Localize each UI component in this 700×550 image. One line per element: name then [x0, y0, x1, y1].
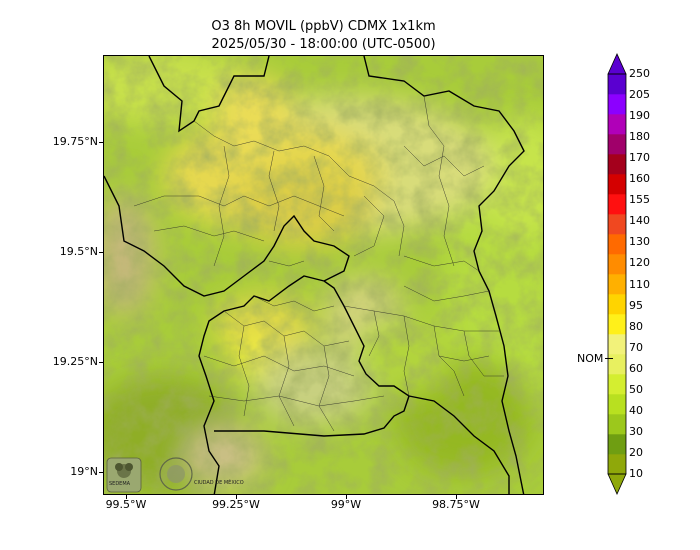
- y-tick-label: 19°N: [70, 465, 98, 478]
- colorbar-band: [608, 194, 626, 215]
- y-tick-label: 19.5°N: [59, 245, 98, 258]
- colorbar-tick-label: 10: [629, 467, 643, 480]
- y-tick-label: 19.25°N: [52, 355, 98, 368]
- colorbar-band: [608, 94, 626, 115]
- map-title: O3 8h MOVIL (ppbV) CDMX 1x1km: [211, 19, 436, 34]
- colorbar-tick-label: 20: [629, 445, 643, 459]
- colorbar-tick-label: 170: [629, 151, 650, 165]
- x-tick-mark: [236, 495, 237, 499]
- y-tick-label: 19.75°N: [52, 135, 98, 148]
- colorbar-band: [608, 374, 626, 395]
- sedema-logo-text: SEDEMA: [109, 481, 131, 487]
- x-tick-mark: [126, 495, 127, 499]
- colorbar-band: [608, 314, 626, 335]
- nom-label: NOM: [577, 352, 604, 365]
- y-tick-mark: [99, 252, 103, 253]
- colorbar-tick-label: 250: [629, 67, 650, 80]
- colorbar-tick-label: 50: [629, 382, 643, 396]
- map-subtitle: 2025/05/30 - 18:00:00 (UTC-0500): [211, 37, 436, 52]
- colorbar-band: [608, 294, 626, 315]
- colorbar-tick-label: 130: [629, 235, 650, 249]
- colorbar-tick-label: 95: [629, 298, 643, 312]
- colorbar-band: [608, 434, 626, 455]
- cdmx-logo: [159, 457, 193, 491]
- colorbar-bottom-arrow: [607, 473, 627, 495]
- x-tick-mark: [456, 495, 457, 499]
- colorbar-band: [608, 234, 626, 255]
- colorbar-band: [608, 74, 626, 95]
- colorbar-band: [608, 214, 626, 235]
- colorbar-tick-label: 30: [629, 424, 643, 438]
- colorbar-tick-label: 205: [629, 88, 650, 102]
- x-tick-mark: [346, 495, 347, 499]
- colorbar: [607, 53, 627, 495]
- colorbar-tick-label: 80: [629, 319, 643, 333]
- colorbar-tick-label: 60: [629, 361, 643, 375]
- colorbar-tick-label: 70: [629, 340, 643, 354]
- colorbar-tick-label: 140: [629, 214, 650, 228]
- colorbar-band: [608, 174, 626, 195]
- map-panel: SEDEMA CIUDAD DE MÉXICO: [103, 55, 544, 495]
- colorbar-band: [608, 414, 626, 435]
- y-tick-mark: [99, 472, 103, 473]
- x-tick-label: 98.75°W: [432, 498, 480, 511]
- colorbar-top-arrow: [607, 53, 627, 75]
- colorbar-tick-label: 160: [629, 172, 650, 186]
- municipal-boundaries: [133, 95, 504, 432]
- x-tick-label: 99.25°W: [212, 498, 260, 511]
- sedema-logo: [106, 457, 142, 493]
- terrain-shading: [104, 56, 543, 494]
- colorbar-band: [608, 274, 626, 295]
- state-boundaries: [104, 56, 525, 494]
- cdmx-logo-text: CIUDAD DE MÉXICO: [194, 480, 244, 486]
- ozone-map: [104, 56, 543, 494]
- colorbar-tick-label: 120: [629, 256, 650, 270]
- colorbar-band: [608, 354, 626, 375]
- x-tick-label: 99.5°W: [105, 498, 147, 511]
- colorbar-band: [608, 454, 626, 475]
- x-tick-label: 99°W: [330, 498, 362, 511]
- colorbar-band: [608, 394, 626, 415]
- colorbar-band: [608, 334, 626, 355]
- colorbar-band: [608, 254, 626, 275]
- y-tick-mark: [99, 142, 103, 143]
- colorbar-band: [608, 134, 626, 155]
- colorbar-tick-label: 190: [629, 109, 650, 123]
- colorbar-tick-label: 40: [629, 403, 643, 417]
- colorbar-tick-label: 155: [629, 193, 650, 207]
- nom-tick-mark: [605, 358, 613, 359]
- colorbar-tick-label: 180: [629, 130, 650, 144]
- colorbar-band: [608, 114, 626, 135]
- colorbar-tick-label: 110: [629, 277, 650, 291]
- y-tick-mark: [99, 362, 103, 363]
- colorbar-band: [608, 154, 626, 175]
